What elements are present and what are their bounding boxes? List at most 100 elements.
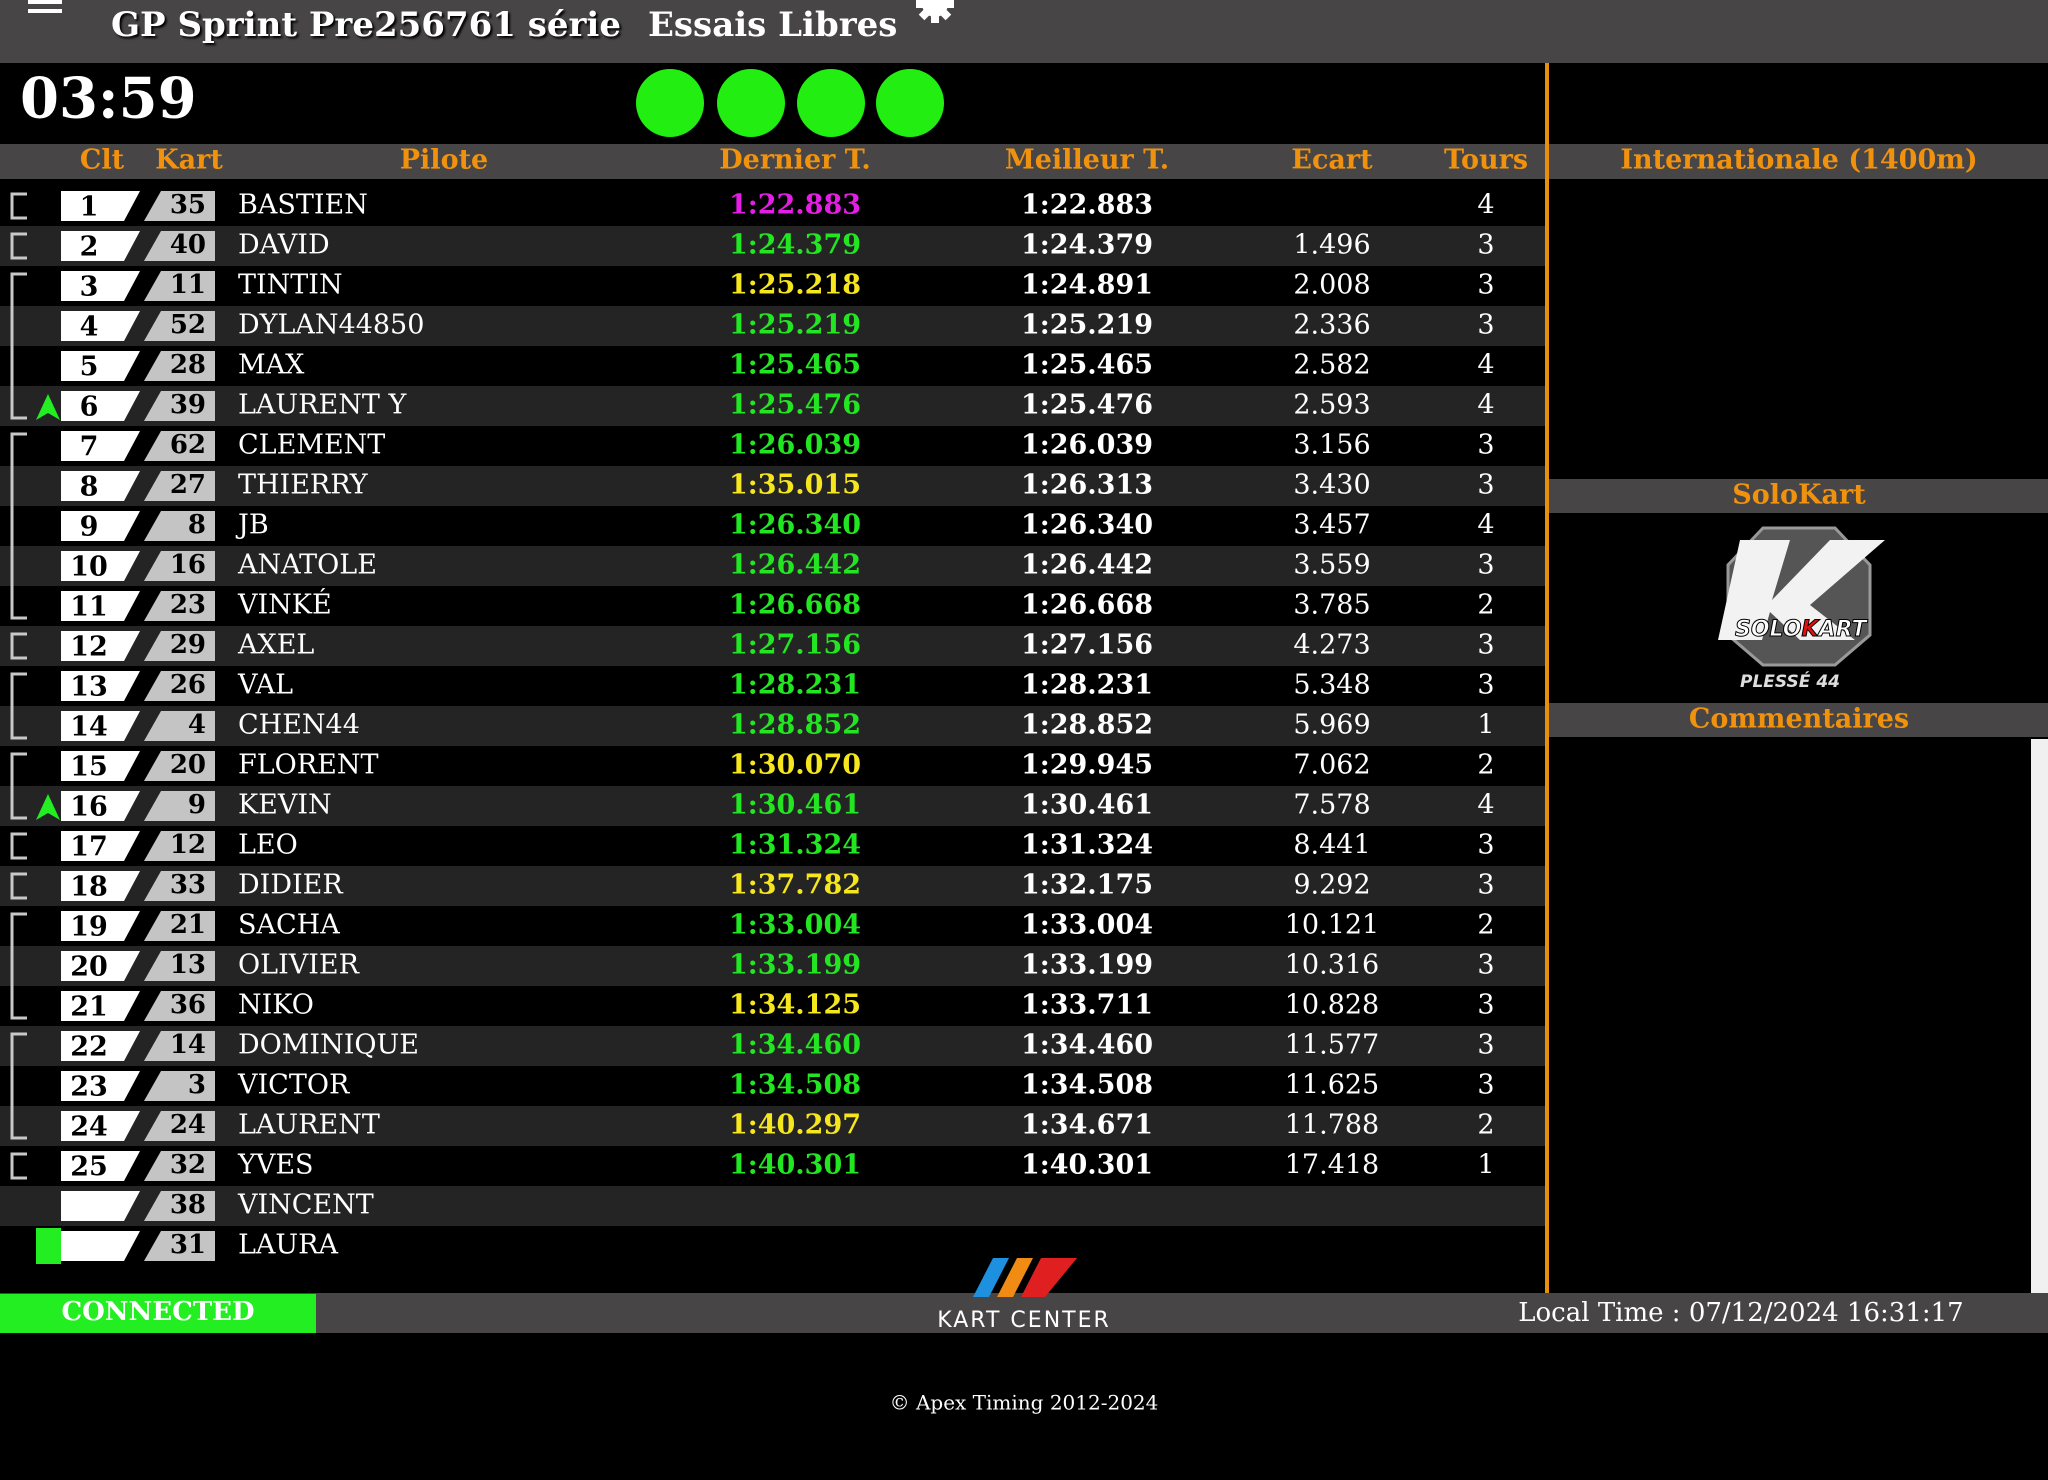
group-bracket [10, 432, 27, 620]
settings-button[interactable] [916, 0, 954, 23]
position-box [61, 871, 140, 901]
pilot: LAURA [238, 1230, 339, 1261]
last-lap: 1:33.199 [729, 950, 861, 981]
kart-box [144, 1111, 215, 1141]
row-background [0, 946, 1545, 986]
row-background [0, 186, 1545, 226]
position-box [61, 831, 140, 861]
pilot: DIDIER [238, 870, 343, 901]
sponsor-logo: SOLOKART PLESSÉ 44 [1718, 526, 1885, 692]
kart-number: 32 [170, 1150, 206, 1180]
gap: 9.292 [1293, 870, 1370, 901]
scrollbar[interactable] [2031, 739, 2048, 1293]
kart-box [144, 671, 215, 701]
laps: 1 [1477, 710, 1494, 741]
position-box [61, 351, 140, 381]
position-box [61, 591, 140, 621]
position-box [61, 951, 140, 981]
position: 22 [70, 1032, 108, 1063]
pilot: CLEMENT [238, 430, 385, 461]
group-bracket [10, 752, 27, 820]
kart-number: 3 [188, 1070, 206, 1100]
position-box [61, 431, 140, 461]
copyright: © Apex Timing 2012-2024 [890, 1391, 1159, 1415]
last-lap: 1:34.125 [729, 990, 861, 1021]
track-name: Internationale (1400m) [1620, 145, 1977, 176]
menu-button[interactable] [28, 0, 62, 13]
last-lap: 1:37.782 [729, 870, 861, 901]
best-lap: 1:33.199 [1021, 950, 1153, 981]
position-box [61, 391, 140, 421]
position-box [61, 231, 140, 261]
laps: 2 [1477, 1110, 1494, 1141]
position-box [61, 1031, 140, 1061]
gap: 2.582 [1293, 350, 1370, 381]
gap: 5.348 [1293, 670, 1370, 701]
kart-number: 35 [170, 190, 206, 220]
last-lap: 1:27.156 [729, 630, 861, 661]
position-box [61, 551, 140, 581]
position: 20 [70, 952, 108, 983]
top-bar [0, 0, 2048, 63]
kart-box [144, 551, 215, 581]
best-lap: 1:24.379 [1021, 230, 1153, 261]
row-background [0, 1146, 1545, 1186]
position: 5 [80, 352, 99, 383]
pilot: BASTIEN [238, 190, 368, 221]
session: Essais Libres [648, 5, 897, 45]
position: 21 [70, 992, 108, 1023]
svg-text:SOLOKART: SOLOKART [1735, 617, 1869, 642]
laps: 2 [1477, 590, 1494, 621]
kart-number: 33 [170, 870, 206, 900]
column-header: Clt [80, 145, 125, 176]
last-lap: 1:26.442 [729, 550, 861, 581]
column-header: Dernier T. [719, 145, 871, 176]
kart-number: 11 [170, 270, 206, 300]
pilot: SACHA [238, 910, 340, 941]
position-box [61, 751, 140, 781]
pilot: LAURENT [238, 1110, 380, 1141]
kart-number: 38 [170, 1190, 206, 1220]
position: 24 [70, 1112, 108, 1143]
laps: 3 [1477, 990, 1494, 1021]
laps: 3 [1477, 430, 1494, 461]
kart-box [144, 1071, 215, 1101]
best-lap: 1:34.671 [1021, 1110, 1153, 1141]
group-bracket [10, 272, 27, 420]
column-header: Ecart [1291, 145, 1373, 176]
row-background [0, 826, 1545, 866]
kart-box [144, 271, 215, 301]
position: 18 [70, 872, 108, 903]
divider [1545, 63, 1549, 1293]
pilot: VINKÉ [237, 588, 332, 621]
kart-number: 13 [170, 950, 206, 980]
kart-box [144, 511, 215, 541]
position-box [61, 911, 140, 941]
gap: 4.273 [1293, 630, 1370, 661]
row-background [0, 346, 1545, 386]
laps: 3 [1477, 630, 1494, 661]
row-background [0, 1026, 1545, 1066]
kart-box [144, 991, 215, 1021]
position: 6 [80, 392, 99, 423]
kart-number: 14 [170, 1030, 206, 1060]
row-background [0, 306, 1545, 346]
position-box [61, 191, 140, 221]
row-background [0, 546, 1545, 586]
gap: 3.156 [1293, 430, 1370, 461]
pilot: FLORENT [238, 750, 378, 781]
best-lap: 1:27.156 [1021, 630, 1153, 661]
kart-number: 4 [188, 710, 206, 740]
last-lap: 1:25.476 [729, 390, 861, 421]
pilot: OLIVIER [238, 950, 360, 981]
logo-text: ART [1817, 617, 1869, 642]
position-box [61, 711, 140, 741]
start-lights [636, 69, 944, 137]
last-lap: 1:25.218 [729, 270, 861, 301]
kart-box [144, 711, 215, 741]
best-lap: 1:30.461 [1021, 790, 1153, 821]
best-lap: 1:29.945 [1021, 750, 1153, 781]
group-bracket [10, 912, 27, 1020]
status: CONNECTED [61, 1297, 254, 1327]
pilot: KEVIN [238, 790, 332, 821]
